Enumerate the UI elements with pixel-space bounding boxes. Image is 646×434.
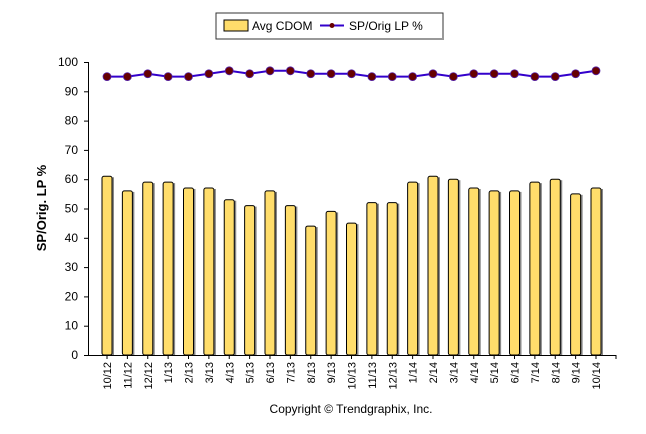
x-tick-label: 12/13 (387, 362, 399, 390)
line-point (550, 72, 560, 82)
legend-label-line: SP/Orig LP % (349, 19, 423, 33)
bar (488, 190, 500, 356)
x-tick-label: 7/14 (530, 362, 542, 383)
line-point (265, 66, 275, 76)
line-point (591, 66, 601, 76)
x-tick-label: 1/13 (163, 362, 175, 383)
bar (468, 187, 480, 356)
line-point (428, 69, 438, 79)
x-tick-label: 10/13 (347, 362, 359, 390)
y-tick-label: 80 (65, 114, 79, 128)
line-point (163, 72, 173, 82)
bar (223, 199, 235, 356)
bar (529, 181, 541, 356)
x-tick-label: 5/13 (245, 362, 257, 383)
y-tick-label: 70 (65, 143, 79, 157)
line-point (184, 72, 193, 82)
line-point (448, 72, 458, 82)
legend-label-bar: Avg CDOM (252, 19, 312, 33)
line-point (326, 69, 336, 79)
line-point (530, 72, 540, 82)
x-tick-label: 3/14 (448, 362, 460, 383)
line-point (245, 69, 255, 79)
x-tick-label: 4/13 (224, 362, 236, 383)
line-point (489, 69, 499, 79)
bar (366, 202, 378, 356)
x-tick-label: 9/13 (326, 362, 338, 383)
line-point (469, 69, 479, 79)
line-point (347, 69, 356, 79)
y-tick-label: 60 (65, 172, 79, 186)
x-tick-label: 6/14 (510, 362, 522, 383)
bar (447, 178, 459, 356)
bar (244, 205, 256, 356)
x-tick-label: 12/12 (143, 362, 155, 390)
line-point (387, 72, 397, 82)
legend-swatch-bar (223, 19, 249, 32)
y-tick-label: 20 (65, 289, 79, 303)
bar (203, 187, 215, 356)
bar (305, 225, 317, 356)
x-tick-label: 5/14 (489, 362, 501, 383)
bar (183, 187, 194, 356)
bar (590, 187, 602, 356)
x-tick-label: 7/13 (285, 362, 297, 383)
x-tick-label: 4/14 (469, 362, 481, 383)
x-tick-label: 10/12 (102, 362, 114, 390)
bar (101, 175, 113, 356)
bar (142, 181, 154, 356)
legend-shadow (218, 38, 444, 40)
x-tick-label: 1/14 (408, 362, 420, 383)
legend: Avg CDOM SP/Orig LP % (215, 12, 444, 40)
bar (346, 222, 357, 356)
x-tick-label: 8/14 (550, 362, 562, 383)
bar (121, 190, 133, 356)
line-point (367, 72, 377, 82)
legend-swatch-marker (329, 23, 335, 28)
y-tick-label: 30 (65, 260, 79, 274)
line-point (204, 69, 214, 79)
y-tick-label: 50 (65, 202, 79, 216)
x-tick-label: 2/13 (184, 362, 196, 383)
line-point (306, 69, 316, 79)
x-tick-label: 9/14 (571, 362, 583, 383)
y-axis-label: SP/Orig. LP % (34, 164, 49, 251)
bar (325, 210, 337, 356)
bar (509, 190, 520, 356)
bar (427, 175, 439, 356)
bar (162, 181, 174, 356)
line-point (102, 72, 112, 82)
line-point (408, 72, 418, 82)
bar (386, 202, 398, 356)
y-tick-label: 40 (65, 231, 79, 245)
x-tick-label: 10/14 (591, 362, 603, 390)
bar (570, 193, 582, 356)
y-tick-label: 100 (58, 55, 78, 69)
y-tick-label: 90 (65, 84, 79, 98)
line-point (285, 66, 295, 76)
x-tick-label: 11/12 (122, 362, 134, 389)
x-tick-label: 3/13 (204, 362, 216, 383)
x-tick-label: 11/13 (367, 362, 379, 389)
bar (284, 205, 296, 356)
x-tick-label: 6/13 (265, 362, 277, 383)
line-point (143, 69, 153, 79)
bar (407, 181, 419, 356)
x-tick-label: 2/14 (428, 362, 440, 383)
line-point (224, 66, 234, 76)
bar (264, 190, 276, 356)
y-tick-label: 0 (71, 348, 78, 362)
y-tick-label: 10 (65, 319, 79, 333)
line-point (571, 69, 581, 79)
bar (549, 178, 561, 356)
line-point (510, 69, 519, 79)
line-point (122, 72, 132, 82)
x-tick-label: 8/13 (306, 362, 318, 383)
copyright: Copyright © Trendgraphix, Inc. (270, 402, 433, 416)
